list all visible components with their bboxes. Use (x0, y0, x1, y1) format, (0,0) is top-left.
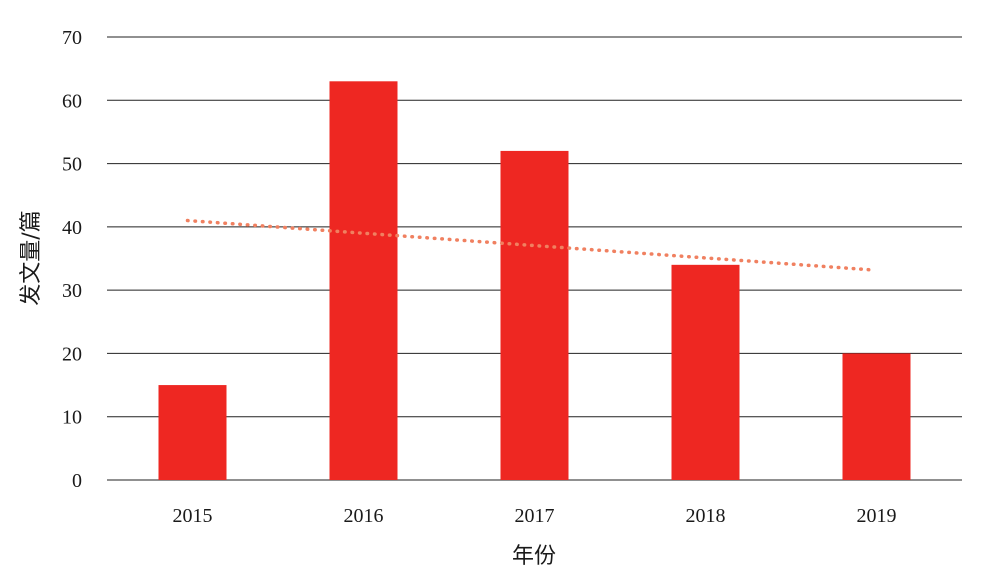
x-axis-ticks: 2015 2016 2017 2018 2019 (173, 505, 897, 527)
x-tick-label: 2017 (515, 505, 555, 527)
trendline (185, 218, 874, 272)
y-tick-label: 40 (62, 217, 82, 239)
y-tick-label: 30 (62, 280, 82, 302)
trendline-path (185, 218, 874, 272)
bar-2015 (158, 385, 227, 480)
y-axis-title: 发文量/篇 (19, 210, 44, 305)
y-tick-label: 10 (62, 407, 82, 429)
bar-2018 (671, 264, 740, 480)
y-tick-label: 0 (72, 470, 82, 492)
x-tick-label: 2015 (173, 505, 213, 527)
x-tick-label: 2016 (344, 505, 384, 527)
y-tick-label: 50 (62, 154, 82, 176)
y-tick-label: 20 (62, 343, 82, 365)
y-tick-label: 60 (62, 90, 82, 112)
x-tick-label: 2018 (686, 505, 726, 527)
bars (158, 81, 911, 481)
bar-2019 (842, 353, 911, 480)
x-axis-title: 年份 (512, 544, 556, 569)
bar-2016 (329, 81, 398, 481)
bar-2017 (500, 150, 569, 480)
y-axis-ticks: 0 10 20 30 40 50 60 70 (62, 27, 82, 492)
y-tick-label: 70 (62, 27, 82, 49)
x-tick-label: 2019 (857, 505, 897, 527)
